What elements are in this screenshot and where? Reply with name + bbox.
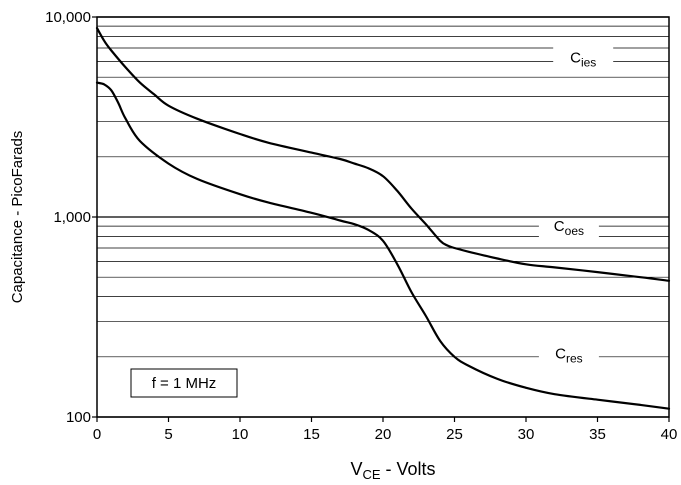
y-tick-label: 10,000 <box>45 9 91 26</box>
x-axis-title-rest: - Volts <box>381 459 436 479</box>
x-axis-title: VCE - Volts <box>350 459 435 482</box>
grid-lines <box>97 25 669 358</box>
coes-label: Coes <box>554 218 584 238</box>
frequency-annotation: f = 1 MHz <box>130 368 238 398</box>
x-tick-label: 0 <box>93 426 101 443</box>
x-tick-label: 5 <box>164 426 172 443</box>
cres-label: Cres <box>555 346 583 366</box>
annotation-text: f = 1 MHz <box>152 375 217 392</box>
x-tick-label: 10 <box>232 426 249 443</box>
cies-label: Cies <box>570 50 596 70</box>
curve-labels: Cies Coes Cres <box>538 45 614 366</box>
x-tick-label: 25 <box>446 426 463 443</box>
y-tick-label: 1,000 <box>53 209 91 226</box>
y-tick-label: 100 <box>66 409 91 426</box>
x-tick-label: 40 <box>661 426 678 443</box>
axes: 100 1,000 10,000 0 5 10 15 20 25 30 35 40 <box>45 9 677 443</box>
coes-label-bg <box>538 214 599 239</box>
x-axis-title-sub: CE <box>362 467 380 482</box>
x-tick-label: 15 <box>303 426 320 443</box>
series-line-coes <box>95 81 671 410</box>
x-tick-label: 20 <box>375 426 392 443</box>
x-tick-label: 35 <box>589 426 606 443</box>
x-tick-label: 30 <box>518 426 535 443</box>
y-axis-title: Capacitance - PicoFarads <box>9 131 26 304</box>
series-line-cies <box>95 27 671 282</box>
cies-label-bg <box>553 45 614 70</box>
series-lines <box>95 27 671 410</box>
annotation-box <box>130 368 238 398</box>
cres-label-bg <box>538 341 599 366</box>
x-axis-title-main: V <box>350 459 362 479</box>
